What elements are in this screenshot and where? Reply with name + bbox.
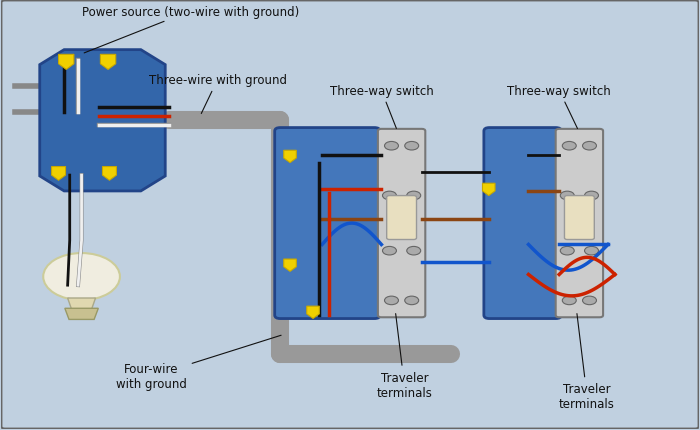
Polygon shape: [52, 167, 66, 181]
Circle shape: [384, 296, 398, 305]
Circle shape: [407, 247, 421, 255]
Circle shape: [382, 247, 396, 255]
Circle shape: [562, 142, 576, 150]
Circle shape: [562, 296, 576, 305]
Circle shape: [560, 247, 574, 255]
Polygon shape: [59, 55, 74, 70]
Text: Power source (two-wire with ground): Power source (two-wire with ground): [82, 6, 299, 54]
Circle shape: [407, 192, 421, 200]
Polygon shape: [40, 50, 165, 191]
Circle shape: [384, 142, 398, 150]
FancyBboxPatch shape: [556, 129, 603, 317]
Polygon shape: [65, 309, 98, 319]
FancyBboxPatch shape: [564, 196, 594, 240]
FancyBboxPatch shape: [378, 129, 426, 317]
Circle shape: [582, 296, 596, 305]
Polygon shape: [68, 298, 95, 310]
Text: Three-way switch: Three-way switch: [508, 85, 611, 129]
Text: Three-way switch: Three-way switch: [330, 85, 433, 129]
Polygon shape: [100, 55, 116, 70]
FancyBboxPatch shape: [484, 128, 561, 319]
FancyBboxPatch shape: [274, 128, 380, 319]
Text: Three-wire with ground: Three-wire with ground: [148, 74, 286, 114]
Polygon shape: [284, 151, 296, 163]
Polygon shape: [307, 307, 319, 319]
Circle shape: [382, 192, 396, 200]
Circle shape: [582, 142, 596, 150]
Polygon shape: [482, 184, 495, 196]
Text: Four-wire
with ground: Four-wire with ground: [116, 335, 281, 390]
Circle shape: [43, 253, 120, 301]
Circle shape: [405, 296, 419, 305]
Circle shape: [584, 192, 598, 200]
Polygon shape: [102, 167, 116, 181]
FancyBboxPatch shape: [386, 196, 416, 240]
Circle shape: [584, 247, 598, 255]
Polygon shape: [284, 259, 296, 272]
Circle shape: [560, 192, 574, 200]
Text: Traveler
terminals: Traveler terminals: [377, 314, 433, 399]
Circle shape: [405, 142, 419, 150]
Text: Traveler
terminals: Traveler terminals: [559, 314, 615, 410]
